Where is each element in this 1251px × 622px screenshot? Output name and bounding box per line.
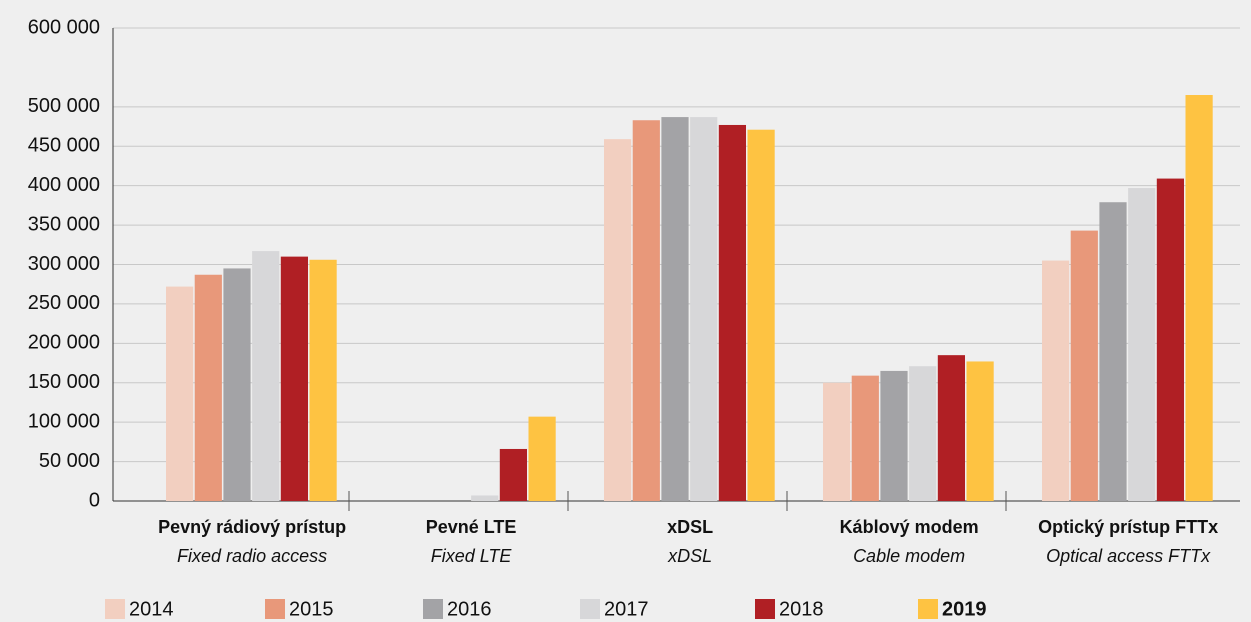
bar — [880, 370, 908, 501]
x-tick-label-en: xDSL — [667, 546, 712, 566]
y-tick-label: 400 000 — [28, 174, 100, 196]
y-tick-label: 250 000 — [28, 292, 100, 314]
x-tick-label: Káblový modem — [840, 517, 979, 537]
bar — [1128, 188, 1156, 501]
bar — [528, 416, 556, 501]
y-tick-label: 450 000 — [28, 135, 100, 157]
bar — [966, 361, 994, 501]
legend-label: 2015 — [289, 598, 334, 620]
legend-swatch — [755, 599, 775, 619]
y-tick-label: 300 000 — [28, 253, 100, 275]
y-tick-label: 50 000 — [39, 450, 100, 472]
y-tick-label: 0 — [89, 489, 100, 511]
x-tick-label: xDSL — [667, 517, 713, 537]
legend-swatch — [918, 599, 938, 619]
y-tick-label: 500 000 — [28, 95, 100, 117]
bar — [1185, 95, 1213, 501]
bar — [166, 286, 194, 501]
x-tick-label-en: Fixed radio access — [177, 546, 327, 566]
y-tick-label: 350 000 — [28, 213, 100, 235]
bar — [309, 259, 337, 501]
x-tick-label-en: Optical access FTTx — [1046, 546, 1211, 566]
legend-label: 2019 — [942, 598, 987, 620]
bar — [690, 117, 718, 501]
x-tick-label-en: Fixed LTE — [431, 546, 513, 566]
y-tick-label: 100 000 — [28, 410, 100, 432]
y-tick-label: 200 000 — [28, 332, 100, 354]
bar — [632, 120, 660, 502]
bar — [823, 382, 851, 501]
bar — [1070, 230, 1098, 501]
bar — [604, 139, 632, 501]
bar — [1099, 202, 1127, 501]
legend-label: 2016 — [447, 598, 492, 620]
y-tick-label: 150 000 — [28, 371, 100, 393]
legend-swatch — [105, 599, 125, 619]
bar — [1042, 260, 1070, 501]
bar — [909, 366, 937, 501]
bar — [661, 117, 689, 501]
bar — [1156, 178, 1184, 502]
bar — [194, 274, 222, 501]
bar — [747, 129, 775, 501]
bar — [471, 495, 499, 501]
bar — [252, 251, 280, 501]
y-tick-label: 600 000 — [28, 16, 100, 38]
legend-label: 2017 — [604, 598, 649, 620]
legend-swatch — [265, 599, 285, 619]
x-tick-label-en: Cable modem — [853, 546, 965, 566]
x-tick-label: Pevný rádiový prístup — [158, 517, 346, 537]
legend-label: 2014 — [129, 598, 174, 620]
bar — [718, 124, 746, 501]
bar — [499, 448, 527, 501]
bar — [851, 375, 879, 501]
bar — [937, 355, 965, 501]
legend-label: 2018 — [779, 598, 824, 620]
x-tick-label: Optický prístup FTTx — [1038, 517, 1218, 537]
legend-swatch — [423, 599, 443, 619]
x-tick-label: Pevné LTE — [426, 517, 517, 537]
bar — [280, 256, 308, 501]
legend-swatch — [580, 599, 600, 619]
bar — [223, 268, 251, 501]
